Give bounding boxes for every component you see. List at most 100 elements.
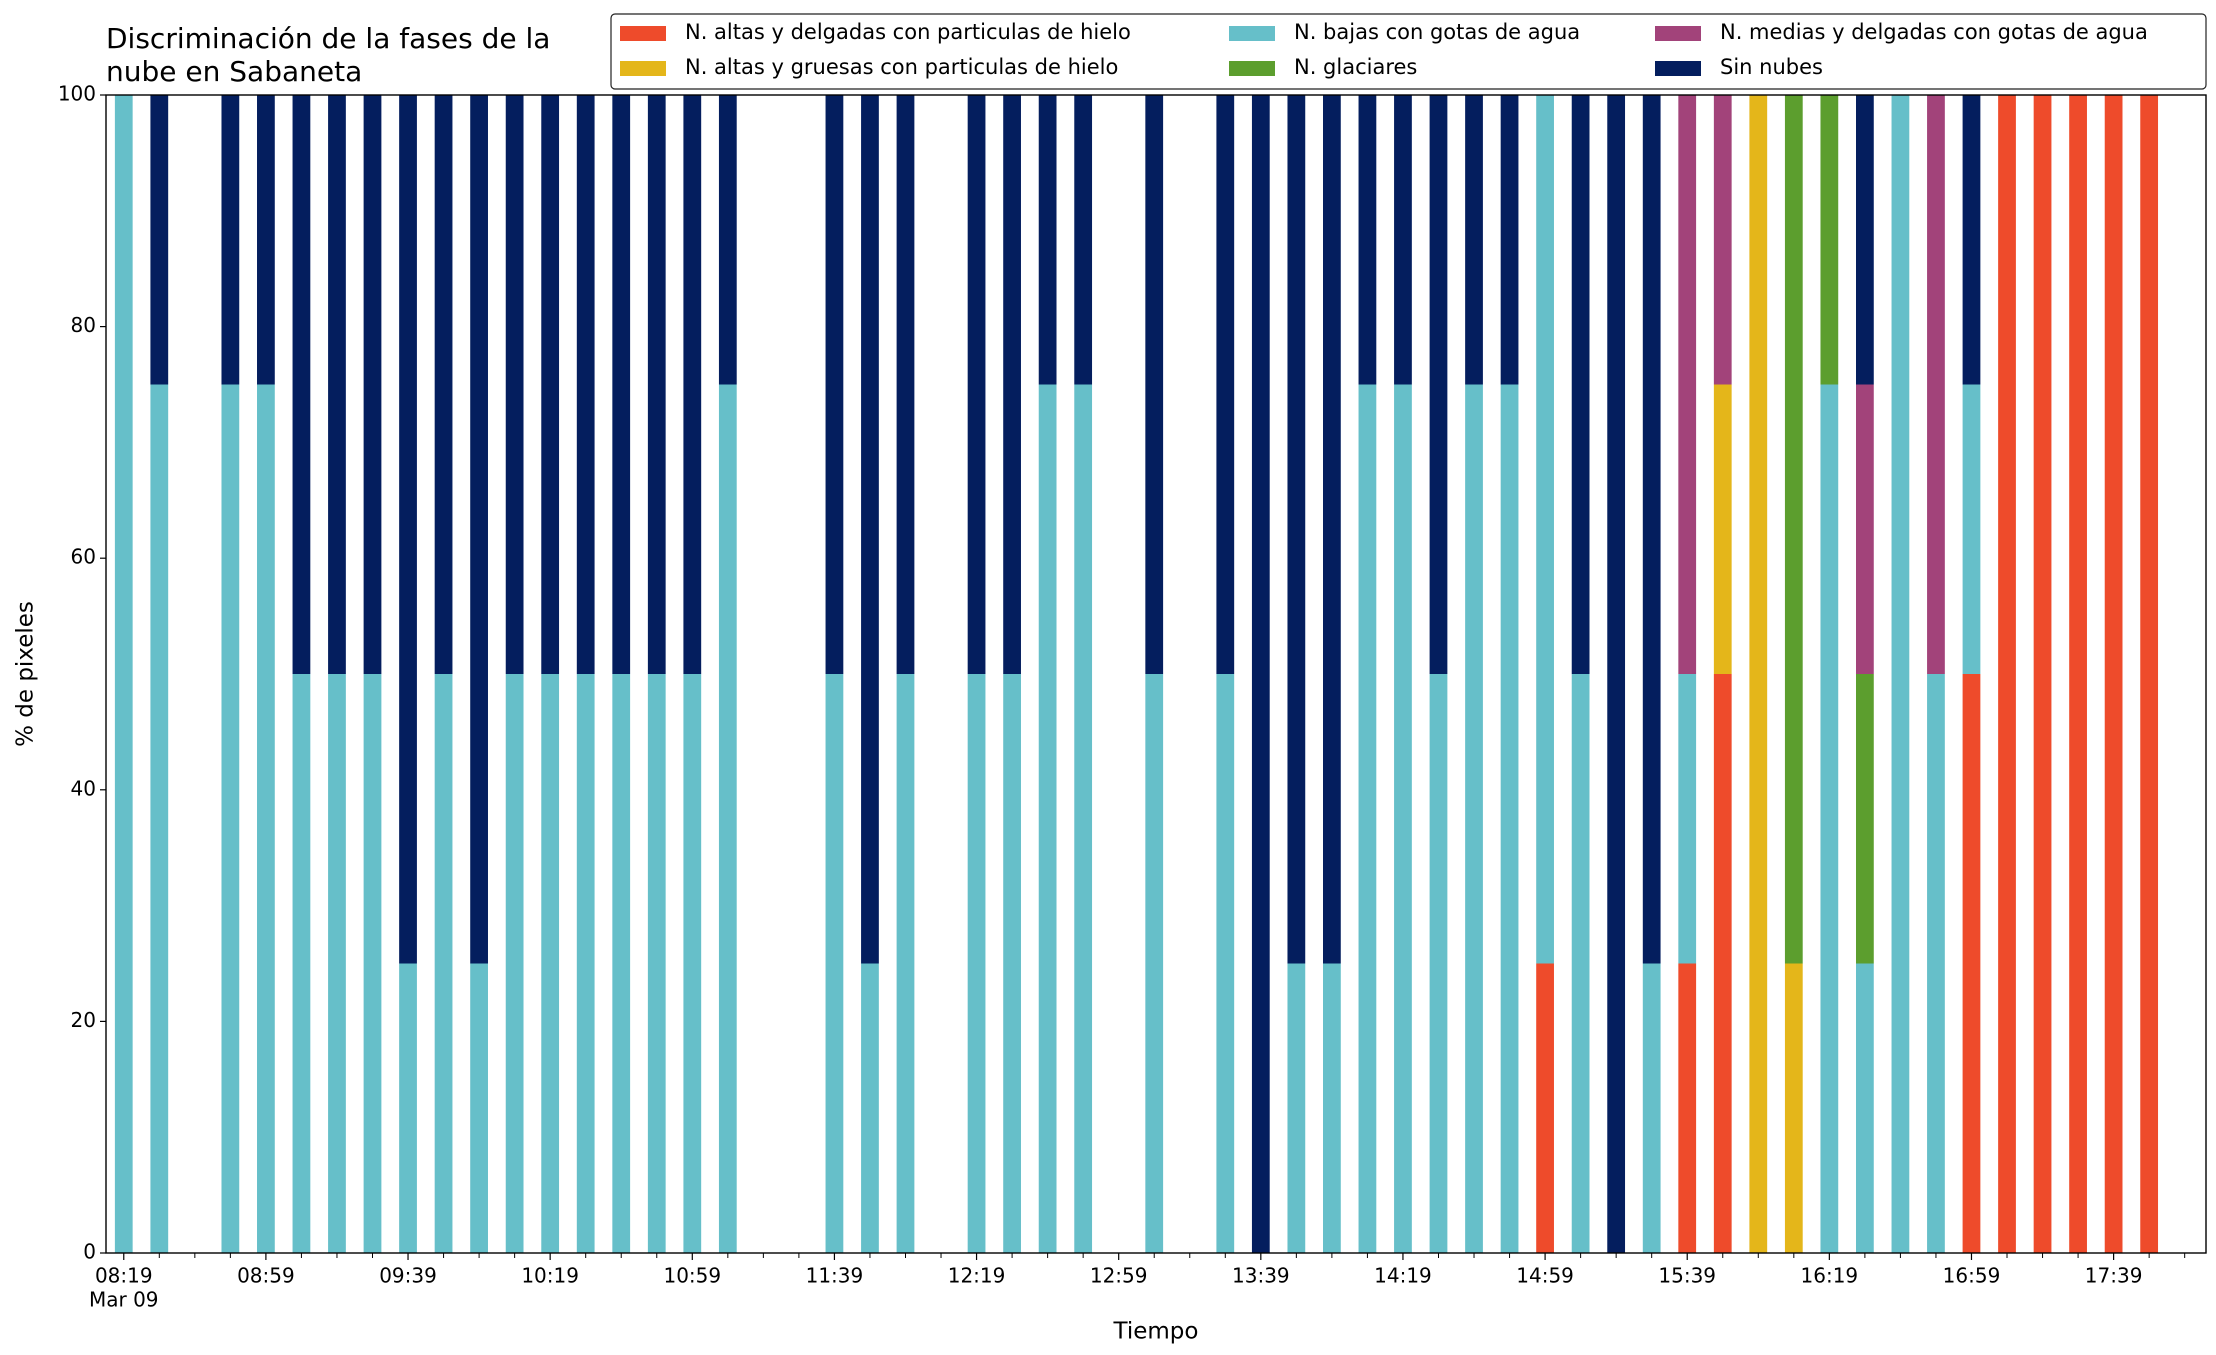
bar-segment [861, 963, 879, 1253]
bar-segment [1394, 384, 1412, 1253]
bar-segment [647, 95, 666, 674]
x-tick-label: 08:19 [95, 1264, 153, 1288]
bar-segment [718, 95, 737, 385]
x-tick-label: 14:19 [1374, 1264, 1432, 1288]
bar-segment [1358, 95, 1377, 385]
chart-title: Discriminación de la fases de la nube en… [106, 22, 551, 88]
bar-segment [1998, 95, 2016, 1253]
bar-segment [505, 674, 524, 1253]
bar-segment [1891, 95, 1910, 1253]
bar-segment [221, 384, 240, 1253]
x-tick-label: 16:59 [1943, 1264, 2001, 1288]
x-tick-label: 14:59 [1516, 1264, 1574, 1288]
legend-swatch [620, 26, 666, 41]
bar-segment [1358, 384, 1377, 1253]
bar-segment [1927, 95, 1945, 674]
bar-segment [1856, 963, 1874, 1253]
bar-segment [1713, 674, 1732, 1253]
bar-segment [257, 384, 275, 1253]
bar-segment [541, 95, 560, 674]
x-tick-label: 15:39 [1658, 1264, 1716, 1288]
bar-segment [1038, 95, 1057, 385]
x-tick-label: 10:19 [521, 1264, 579, 1288]
x-tick-label: 12:19 [948, 1264, 1006, 1288]
legend-box [610, 13, 2207, 90]
x-tick-label: 16:19 [1801, 1264, 1859, 1288]
bar-segment [1856, 674, 1874, 964]
bar-segment [1571, 95, 1590, 674]
bar-segment [612, 95, 631, 674]
y-tick-label: 100 [58, 82, 96, 106]
bar-segment [470, 95, 488, 964]
bar-segment [861, 95, 879, 964]
x-tick-label: 09:39 [379, 1264, 437, 1288]
bar-segment [1571, 674, 1590, 1253]
x-tick-label: 13:39 [1232, 1264, 1290, 1288]
bar-segment [1500, 95, 1519, 385]
bar-segment [114, 95, 133, 1253]
bar-segment [1678, 963, 1697, 1253]
legend-label: Sin nubes [1720, 55, 1823, 79]
bar-segment [576, 674, 595, 1253]
bar-segment [683, 95, 702, 674]
bar-segment [1465, 384, 1483, 1253]
bar-segment [967, 674, 986, 1253]
bar-segment [1323, 95, 1341, 964]
bar-segment [257, 95, 275, 385]
bar-segment [541, 674, 560, 1253]
bar-segment [1216, 95, 1235, 674]
bar-segment [896, 95, 915, 674]
legend-label: N. glaciares [1294, 55, 1417, 79]
bar-segment [1429, 674, 1448, 1253]
bar-segment [1038, 384, 1057, 1253]
bar-segment [1394, 95, 1412, 385]
y-tick-label: 0 [83, 1240, 96, 1264]
bar-segment [1962, 674, 1981, 1253]
x-tick-label: 11:39 [806, 1264, 864, 1288]
bar-segment [363, 95, 382, 674]
bar-segment [1145, 674, 1164, 1253]
bar-segment [896, 674, 915, 1253]
bar-segment [1642, 95, 1661, 964]
bar-segment [2140, 95, 2159, 1253]
bar-segment [434, 674, 453, 1253]
bar-segment [967, 95, 986, 674]
bar-segment [1145, 95, 1164, 674]
y-tick-label: 40 [71, 776, 96, 800]
bar-segment [1003, 95, 1021, 674]
bar-segment [1749, 95, 1768, 1253]
plot-frame [105, 94, 2207, 1254]
x-axis-label: Tiempo [1113, 1319, 1199, 1345]
bar-segment [505, 95, 524, 674]
bar-segment [221, 95, 240, 385]
bar-segment [399, 963, 417, 1253]
bar-segment [1784, 963, 1803, 1253]
bar-segment [1074, 384, 1093, 1253]
y-tick-label: 20 [71, 1008, 96, 1032]
bar-segment [399, 95, 417, 964]
bar-segment [1678, 674, 1697, 964]
bar-segment [683, 674, 702, 1253]
legend-swatch [1655, 61, 1701, 76]
bar-segment [1323, 963, 1341, 1253]
bar-segment [1927, 674, 1945, 1253]
bar-segment [1642, 963, 1661, 1253]
bar-segment [1713, 95, 1732, 385]
y-tick-label: 80 [71, 313, 96, 337]
bar-segment [1287, 95, 1306, 964]
bar-segment [1820, 95, 1839, 385]
bar-segment [1429, 95, 1448, 674]
bar-segment [1216, 674, 1235, 1253]
bar-segment [825, 674, 844, 1253]
bar-segment [328, 674, 346, 1253]
bar-segment [1003, 674, 1021, 1253]
bar-segment [1536, 95, 1554, 964]
legend-label: N. bajas con gotas de agua [1294, 20, 1580, 44]
bar-segment [1856, 95, 1874, 385]
bar-segment [1536, 963, 1554, 1253]
x-date-label: Mar 09 [89, 1288, 159, 1312]
bar-segment [1713, 384, 1732, 674]
legend-swatch [620, 61, 666, 76]
bar-segment [1962, 384, 1981, 674]
bar-segment [825, 95, 844, 674]
